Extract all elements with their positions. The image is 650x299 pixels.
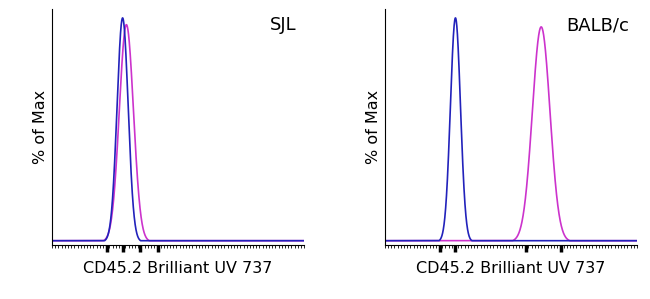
X-axis label: CD45.2 Brilliant UV 737: CD45.2 Brilliant UV 737: [83, 261, 273, 276]
X-axis label: CD45.2 Brilliant UV 737: CD45.2 Brilliant UV 737: [416, 261, 606, 276]
Text: SJL: SJL: [270, 16, 296, 34]
Y-axis label: % of Max: % of Max: [366, 90, 381, 164]
Text: BALB/c: BALB/c: [567, 16, 629, 34]
Y-axis label: % of Max: % of Max: [33, 90, 48, 164]
